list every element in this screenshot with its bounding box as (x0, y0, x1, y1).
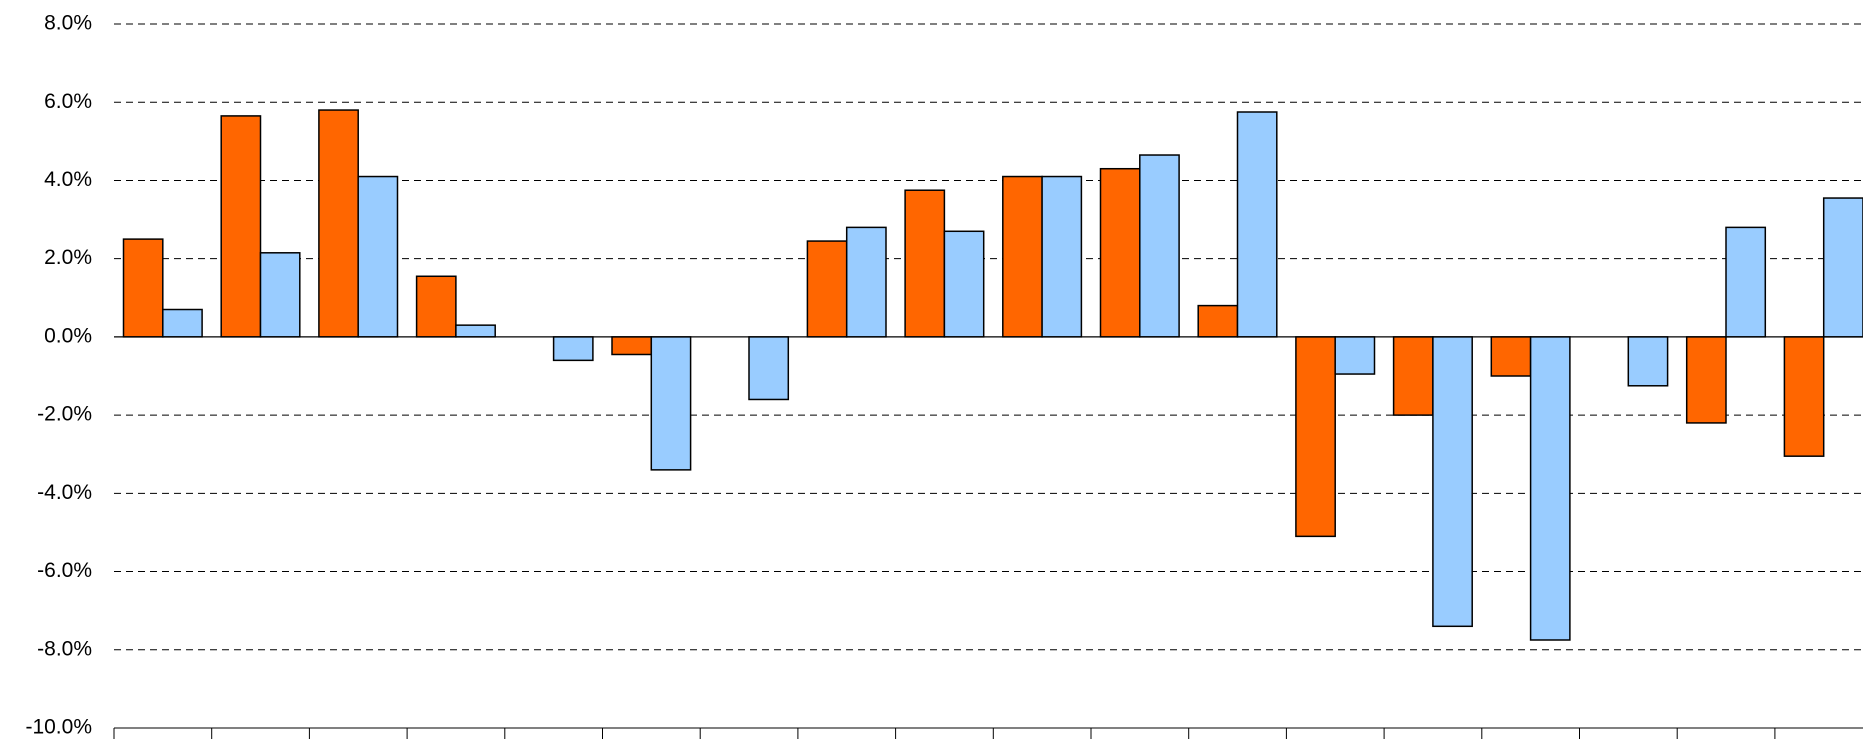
bar (220, 115, 262, 338)
bar (455, 324, 496, 338)
bar (1139, 154, 1180, 338)
bar (1392, 336, 1434, 416)
y-tick-label: -10.0% (25, 716, 92, 739)
bar (1002, 175, 1043, 338)
y-tick-label: -8.0% (37, 637, 92, 660)
bar (1236, 111, 1278, 338)
bar (552, 336, 594, 362)
y-tick-label: -4.0% (37, 481, 92, 504)
bar (1490, 336, 1532, 377)
bar (1099, 167, 1141, 338)
bar (650, 336, 692, 471)
bar (845, 226, 887, 338)
bar (162, 308, 203, 338)
bar (1685, 336, 1727, 424)
y-tick-label: 4.0% (44, 168, 92, 191)
bar (318, 109, 359, 338)
bar (943, 230, 985, 338)
bar (122, 238, 164, 338)
bar (1783, 336, 1825, 457)
y-tick-label: -2.0% (37, 403, 92, 426)
bar (1725, 226, 1767, 338)
y-tick-label: 2.0% (44, 246, 92, 269)
bar (357, 175, 399, 338)
y-tick-label: 6.0% (44, 90, 92, 113)
bar (1822, 197, 1863, 338)
bar (1627, 336, 1669, 387)
bar (1334, 336, 1376, 375)
bar (1295, 336, 1336, 538)
bar (415, 275, 457, 338)
bar (259, 252, 301, 338)
y-tick-label: -6.0% (37, 559, 92, 582)
bar (904, 189, 946, 338)
bar (1529, 336, 1571, 641)
bar (1041, 175, 1083, 338)
y-tick-label: 8.0% (44, 12, 92, 35)
y-tick-label: 0.0% (44, 324, 92, 347)
bar (1432, 336, 1473, 628)
bar (806, 240, 848, 338)
bar (748, 336, 790, 401)
bar (1197, 304, 1239, 338)
bar (611, 336, 653, 356)
